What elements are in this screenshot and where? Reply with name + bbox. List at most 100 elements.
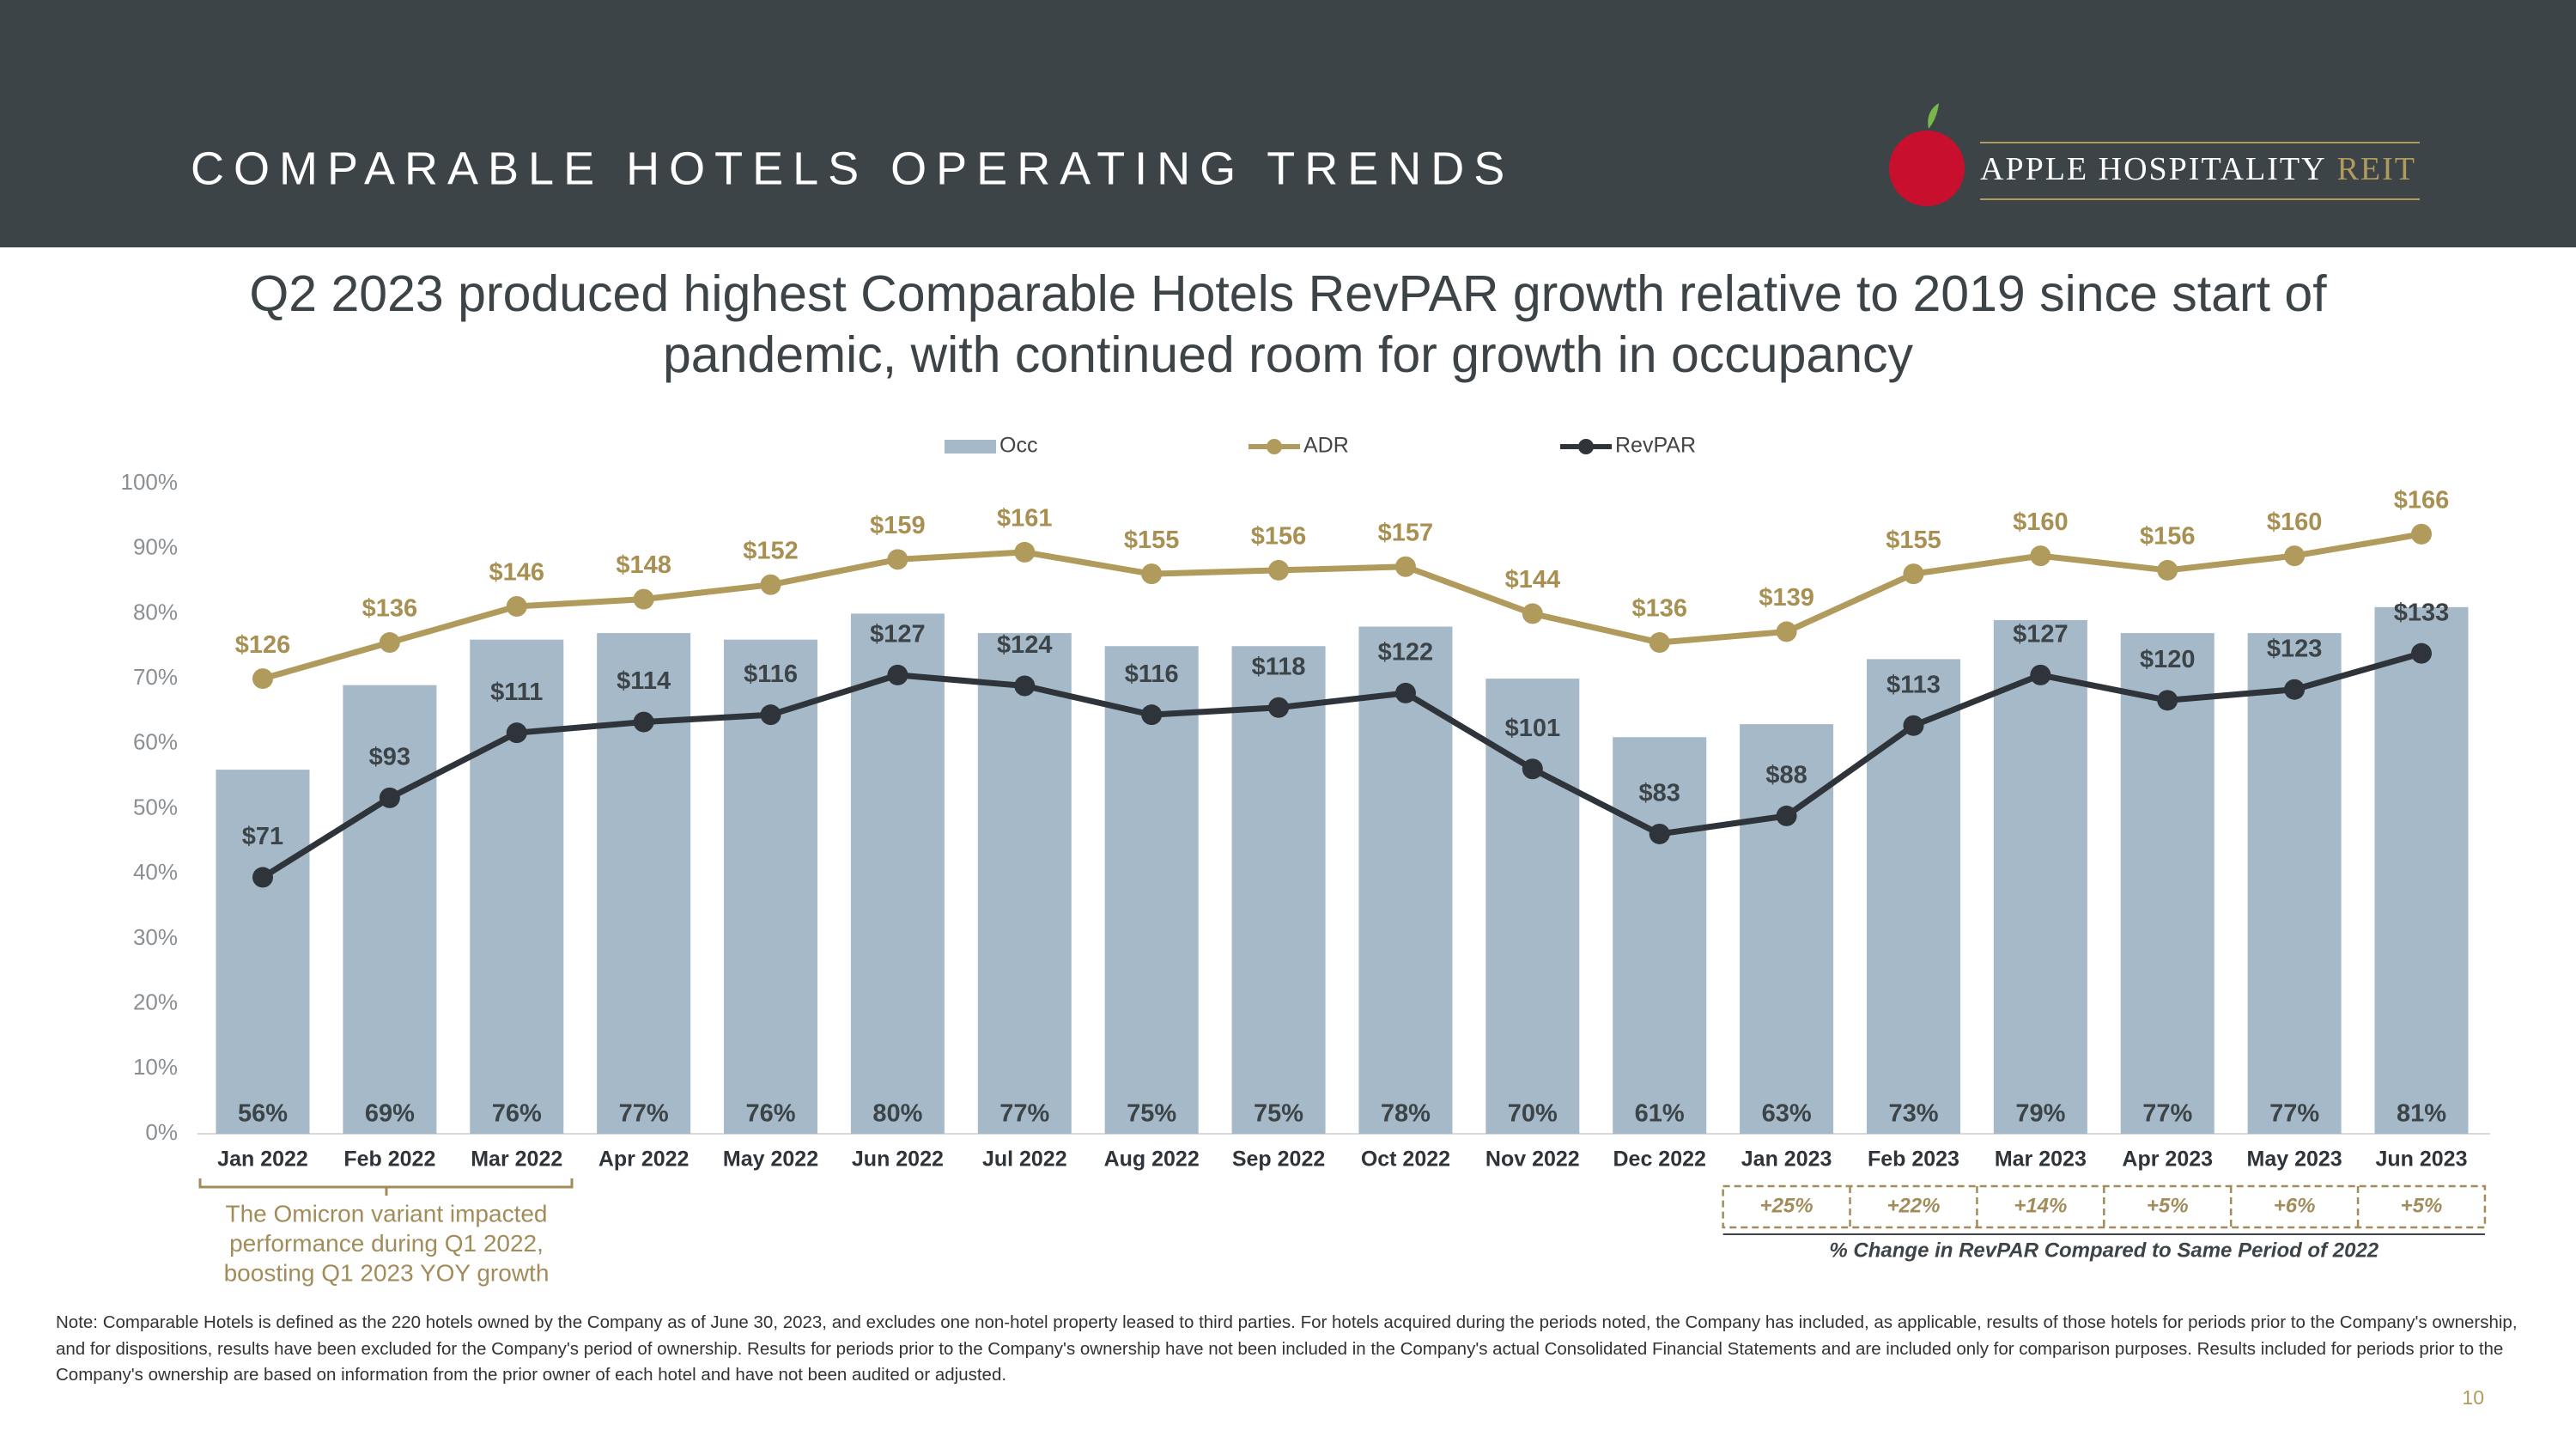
logo-name: APPLE HOSPITALITY REIT [1980,151,2416,187]
annotation: boosting Q1 2023 YOY growth [224,1259,550,1286]
point [887,664,908,685]
bar [2120,633,2215,1134]
bar-value-label: 61% [1635,1100,1685,1128]
bar [343,685,437,1134]
bar [597,633,691,1134]
bar-value-label: 69% [365,1100,415,1128]
bar-value-label: 75% [1127,1100,1176,1128]
point-value-label: $146 [489,559,545,587]
bar-value-label: 73% [1888,1100,1938,1128]
point-value-label: $116 [744,661,798,688]
point [1903,715,1924,736]
point [887,549,908,570]
y-tick-label: 0% [145,1119,178,1145]
bar [977,633,1072,1134]
chart-title-line: pandemic, with continued room for growth… [663,326,1914,383]
x-tick-label: Nov 2022 [1485,1148,1580,1172]
footnote: Note: Comparable Hotels is defined as th… [56,1312,2518,1385]
bar [216,770,310,1134]
y-tick-label: 90% [133,534,178,560]
bar-value-label: 79% [2015,1100,2065,1128]
point-value-label: $83 [1639,780,1680,807]
bar [1866,659,1960,1134]
point [2411,523,2432,545]
point-value-label: $160 [2267,508,2323,536]
point-value-label: $166 [2394,487,2450,514]
bar-value-label: 76% [492,1100,542,1128]
yoy-change: +5% [2401,1194,2443,1217]
point-value-label: $114 [617,667,671,695]
x-tick-label: Jun 2022 [852,1148,944,1172]
legend-label: RevPAR [1615,434,1696,458]
point-value-label: $152 [743,537,799,564]
x-tick-label: Oct 2022 [1361,1148,1450,1172]
point-value-label: $159 [870,512,926,539]
yoy-caption: % Change in RevPAR Compared to Same Peri… [1829,1239,2379,1262]
bar [1993,619,2087,1134]
line [261,650,2422,880]
point [252,867,273,888]
point [1268,559,1290,581]
point-value-label: $157 [1378,519,1434,546]
yoy-change: +25% [1760,1194,1814,1217]
point-value-label: $101 [1505,715,1561,742]
x-tick-label: Mar 2022 [471,1148,562,1172]
point [2411,642,2432,664]
bar [470,639,564,1134]
x-tick-label: Jun 2023 [2375,1148,2467,1172]
x-tick-label: May 2023 [2247,1148,2342,1172]
point [2030,545,2051,567]
bar [2247,633,2342,1134]
y-tick-label: 30% [133,924,178,950]
bar [1485,679,1580,1134]
point-value-label: $118 [1252,653,1306,680]
x-tick-label: May 2022 [723,1148,818,1172]
bar [1104,646,1199,1134]
point-value-label: $156 [1251,523,1307,551]
point [1014,541,1036,563]
bracket [198,1178,574,1196]
point-value-label: $155 [1886,527,1941,554]
x-tick-label: Feb 2022 [343,1148,435,1172]
y-tick-label: 60% [133,729,178,755]
y-tick-label: 100% [121,469,179,495]
x-tick-label: Jan 2023 [1741,1148,1832,1172]
point [2157,559,2178,581]
x-tick-label: Dec 2022 [1613,1148,1705,1172]
annotation: The Omicron variant impacted [225,1200,547,1227]
point [760,704,781,726]
bar [850,613,945,1134]
bar [1613,737,1707,1134]
bar-value-label: 77% [999,1100,1049,1128]
point-value-label: $120 [2140,646,2196,673]
point-value-label: $88 [1765,762,1807,789]
point [379,632,400,654]
bar-value-label: 80% [872,1100,922,1128]
bar-value-label: 70% [1508,1100,1558,1128]
point [1014,675,1036,697]
logo-name-text: APPLE HOSPITALITY [1980,151,2327,187]
chart-title: Q2 2023 produced highest Comparable Hote… [249,265,2327,383]
point [1141,704,1163,726]
logo-apple [1889,131,1965,206]
x-tick-label: Jul 2022 [982,1148,1067,1172]
bar-value-label: 77% [2269,1100,2319,1128]
bar-value-label: 77% [619,1100,669,1128]
chart-title-line: Q2 2023 produced highest Comparable Hote… [249,265,2327,322]
header-band [0,0,2576,247]
logo-leaf [1928,103,1939,129]
bar-value-label: 81% [2397,1100,2446,1128]
point [633,588,654,610]
point-value-label: $161 [997,505,1053,533]
bar-value-label: 77% [2142,1100,2192,1128]
annotation: performance during Q1 2022, [229,1230,544,1257]
point-value-label: $127 [870,621,926,648]
point-value-label: $71 [242,823,283,850]
yoy-change: +22% [1886,1194,1940,1217]
bar [2374,606,2469,1134]
point-value-label: $124 [997,631,1053,659]
yoy-change: +14% [2014,1194,2067,1217]
point-value-label: $136 [362,595,418,623]
